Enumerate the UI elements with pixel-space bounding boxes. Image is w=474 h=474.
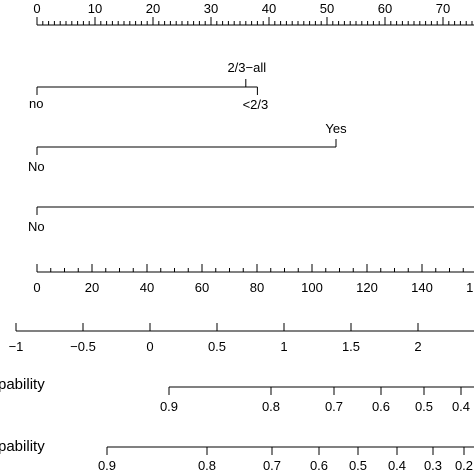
points-tick-label: 70: [436, 1, 450, 16]
probability-2-tick-label: 0.5: [349, 458, 367, 473]
variable-2-level-label: Yes: [325, 121, 347, 136]
probability-2-tick-label: 0.7: [263, 458, 281, 473]
points-scale: 0 10 20 30 40 50 60 70: [33, 1, 474, 26]
probability-2-tick-label: 0.6: [310, 458, 328, 473]
linear-predictor-tick-label: 0: [146, 339, 153, 354]
points-tick-label: 20: [146, 1, 160, 16]
probability-2-tick-label: 0.2: [455, 458, 473, 473]
probability-2-tick-label: 0.8: [198, 458, 216, 473]
probability-1-axis-label: pability: [0, 376, 45, 393]
variable-1-level-label: <2/3: [243, 97, 269, 112]
points-tick-label: 50: [320, 1, 334, 16]
probability-2-scale: 0.9 0.8 0.7 0.6 0.5 0.4 0.3 0.2 pability: [0, 438, 474, 473]
probability-1-tick-label: 0.6: [372, 399, 390, 414]
probability-2-tick-label: 0.9: [98, 458, 116, 473]
points-tick-label: 60: [378, 1, 392, 16]
total-points-tick-label: 60: [195, 280, 209, 295]
total-points-tick-label: 140: [411, 280, 433, 295]
linear-predictor-tick-label: 2: [414, 339, 421, 354]
total-points-tick-label: 40: [140, 280, 154, 295]
probability-1-tick-label: 0.9: [160, 399, 178, 414]
points-tick-label: 0: [33, 1, 40, 16]
points-tick-label: 30: [204, 1, 218, 16]
linear-predictor-tick-label: −0.5: [70, 339, 96, 354]
total-points-tick-label: 0: [33, 280, 40, 295]
points-tick-label: 10: [88, 1, 102, 16]
probability-2-tick-label: 0.4: [388, 458, 406, 473]
total-points-tick-label: 120: [356, 280, 378, 295]
total-points-tick-label: 100: [301, 280, 323, 295]
probability-2-tick-label: 0.3: [424, 458, 442, 473]
linear-predictor-tick-label: 1.5: [342, 339, 360, 354]
variable-1-level-label: 2/3−all: [227, 60, 266, 75]
variable-3-scale: No: [28, 206, 474, 234]
probability-1-tick-label: 0.8: [262, 399, 280, 414]
probability-1-scale: 0.9 0.8 0.7 0.6 0.5 0.4 pability: [0, 376, 474, 414]
linear-predictor-tick-label: −1: [9, 339, 24, 354]
probability-2-axis-label: pability: [0, 438, 45, 455]
linear-predictor-tick-label: 1: [280, 339, 287, 354]
linear-predictor-scale: −1 −0.5 0 0.5 1 1.5 2: [9, 323, 474, 354]
variable-2-scale: No Yes: [28, 121, 347, 174]
probability-1-tick-label: 0.7: [325, 399, 343, 414]
variable-1-scale: no 2/3−all <2/3: [29, 60, 268, 112]
variable-3-level-label: No: [28, 219, 45, 234]
total-points-tick-label: 20: [85, 280, 99, 295]
probability-1-tick-label: 0.5: [415, 399, 433, 414]
linear-predictor-tick-label: 0.5: [208, 339, 226, 354]
total-points-tick-label: 160: [466, 280, 474, 295]
probability-1-tick-label: 0.4: [452, 399, 470, 414]
variable-2-level-label: No: [28, 159, 45, 174]
points-tick-label: 40: [262, 1, 276, 16]
total-points-tick-label: 80: [250, 280, 264, 295]
total-points-scale: 0 20 40 60 80 100 120 140 160: [33, 264, 474, 295]
variable-1-level-label: no: [29, 96, 43, 111]
